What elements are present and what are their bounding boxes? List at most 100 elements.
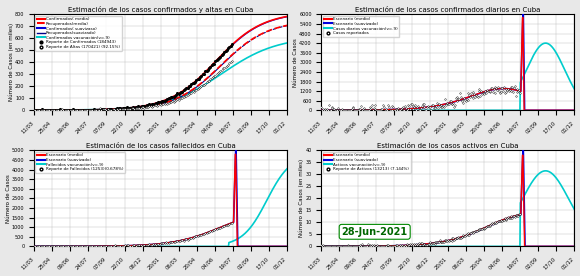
Point: [485, 90, 494, 95]
Point: [55, 107, 64, 112]
Point: [377, 244, 386, 248]
Point: [360, 108, 369, 113]
Point: [169, 99, 178, 104]
Point: [136, 243, 145, 248]
Point: [193, 233, 202, 238]
Point: [154, 100, 163, 105]
Point: [150, 102, 159, 107]
Point: [175, 238, 184, 243]
Point: [61, 108, 71, 112]
Point: [448, 100, 458, 105]
Point: [476, 227, 485, 232]
Point: [478, 91, 487, 95]
Point: [141, 104, 150, 108]
Point: [428, 241, 437, 246]
Point: [444, 101, 454, 106]
Point: [321, 108, 330, 113]
Point: [511, 213, 520, 217]
Point: [201, 231, 210, 235]
Point: [159, 99, 168, 103]
Point: [72, 108, 82, 112]
Point: [75, 244, 85, 249]
Point: [30, 244, 39, 249]
Point: [389, 244, 398, 249]
Point: [151, 243, 161, 247]
Point: [133, 105, 143, 110]
Point: [188, 89, 197, 94]
Point: [391, 243, 400, 247]
Point: [333, 244, 342, 249]
Point: [174, 91, 183, 96]
Point: [44, 108, 53, 113]
Point: [180, 237, 190, 242]
Point: [121, 243, 130, 247]
Point: [503, 88, 512, 92]
Point: [83, 108, 92, 113]
Point: [364, 108, 374, 112]
Point: [221, 49, 230, 53]
Point: [32, 244, 41, 248]
Point: [176, 238, 186, 243]
Point: [182, 237, 191, 241]
Point: [500, 90, 509, 95]
Point: [371, 244, 380, 249]
Point: [124, 107, 133, 112]
Point: [480, 225, 489, 230]
Point: [98, 107, 107, 111]
Point: [166, 100, 176, 105]
Point: [161, 101, 171, 105]
Point: [483, 88, 492, 92]
Point: [485, 222, 495, 227]
Point: [67, 108, 77, 112]
Point: [337, 107, 346, 112]
Point: [498, 86, 507, 90]
Point: [339, 108, 348, 113]
Y-axis label: Número de Casos: Número de Casos: [293, 38, 298, 87]
Point: [368, 103, 377, 107]
Point: [508, 216, 517, 221]
Point: [412, 243, 422, 247]
Point: [32, 108, 41, 112]
Point: [221, 64, 230, 69]
Point: [426, 242, 436, 246]
Point: [446, 99, 455, 103]
Point: [398, 108, 408, 113]
Point: [426, 105, 435, 109]
Point: [475, 227, 484, 231]
Point: [50, 108, 59, 113]
Point: [341, 244, 350, 248]
Point: [107, 107, 116, 112]
Point: [202, 80, 211, 84]
Point: [444, 238, 453, 242]
Point: [392, 107, 401, 112]
Point: [148, 102, 158, 106]
Point: [183, 86, 192, 90]
Point: [479, 227, 488, 231]
Point: [46, 108, 55, 113]
Point: [431, 106, 440, 111]
Point: [328, 244, 337, 248]
Point: [318, 108, 327, 112]
Point: [35, 108, 44, 113]
Point: [389, 108, 398, 113]
Point: [378, 244, 387, 248]
Point: [213, 71, 223, 75]
Point: [382, 243, 391, 248]
Point: [204, 65, 213, 70]
Point: [394, 243, 403, 248]
Point: [208, 228, 218, 232]
Point: [418, 242, 427, 247]
Point: [379, 244, 389, 249]
Point: [145, 104, 154, 108]
Point: [425, 108, 434, 113]
Point: [386, 244, 396, 249]
Point: [389, 243, 398, 248]
Point: [346, 244, 356, 249]
Point: [102, 244, 111, 249]
Point: [190, 87, 200, 92]
Point: [375, 244, 385, 249]
Point: [215, 70, 224, 74]
Point: [343, 243, 352, 247]
Legend: Escenario (medio), Escenario (suavizado), Activos vacunación(ν=.9), Reporte de A: Escenario (medio), Escenario (suavizado)…: [322, 152, 411, 173]
Point: [224, 61, 234, 65]
